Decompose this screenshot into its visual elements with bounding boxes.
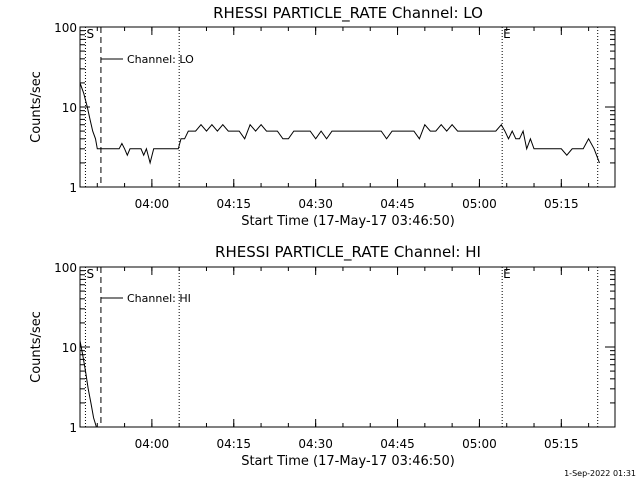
series-line: [79, 82, 600, 165]
y-tick-label: 10: [62, 101, 77, 115]
x-tick-label: 05:15: [544, 197, 579, 211]
x-tick-label: 04:15: [216, 197, 251, 211]
y-axis-label: Counts/sec: [29, 71, 44, 143]
marker-label: S: [86, 267, 94, 281]
legend-label: Channel: HI: [127, 292, 191, 305]
y-tick-label: 1: [69, 421, 77, 435]
marker-label: E: [503, 267, 511, 281]
tick-group: 04:00 04:15 04:30 04:45 05:00 05:15 1 10 100: [54, 261, 615, 451]
chart-title: RHESSI PARTICLE_RATE Channel: LO: [213, 4, 483, 23]
y-axis-label: Counts/sec: [29, 311, 44, 383]
x-tick-label: 04:00: [135, 437, 170, 451]
x-tick-label: 05:00: [462, 197, 497, 211]
x-axis-label: Start Time (17-May-17 03:46:50): [241, 454, 455, 469]
tick-group: 04:00 04:15 04:30 04:45 05:00 05:15 1 10 100: [54, 21, 615, 211]
plot-frame: [79, 266, 616, 428]
y-tick-label: 100: [54, 21, 77, 35]
x-tick-label: 04:45: [380, 437, 415, 451]
plot-frame: [79, 26, 616, 188]
y-tick-label: 1: [69, 181, 77, 195]
series-group: [79, 82, 600, 165]
footer-timestamp: 1-Sep-2022 01:31: [564, 469, 636, 478]
x-tick-label: 04:15: [216, 437, 251, 451]
y-tick-label: 10: [62, 341, 77, 355]
series-line: [79, 340, 97, 428]
x-tick-label: 04:30: [298, 197, 333, 211]
x-tick-label: 04:30: [298, 437, 333, 451]
x-axis-label: Start Time (17-May-17 03:46:50): [241, 214, 455, 229]
x-tick-label: 04:00: [135, 197, 170, 211]
panel-hi: RHESSI PARTICLE_RATE Channel: HI Counts/…: [29, 243, 616, 469]
marker-label: S: [86, 27, 94, 41]
marker-label: E: [503, 27, 511, 41]
chart-title: RHESSI PARTICLE_RATE Channel: HI: [215, 243, 481, 262]
x-tick-label: 04:45: [380, 197, 415, 211]
x-tick-label: 05:15: [544, 437, 579, 451]
x-tick-label: 05:00: [462, 437, 497, 451]
y-tick-label: 100: [54, 261, 77, 275]
legend-label: Channel: LO: [127, 53, 194, 66]
panel-lo: RHESSI PARTICLE_RATE Channel: LO Counts/…: [29, 4, 616, 229]
series-group: [79, 340, 97, 428]
